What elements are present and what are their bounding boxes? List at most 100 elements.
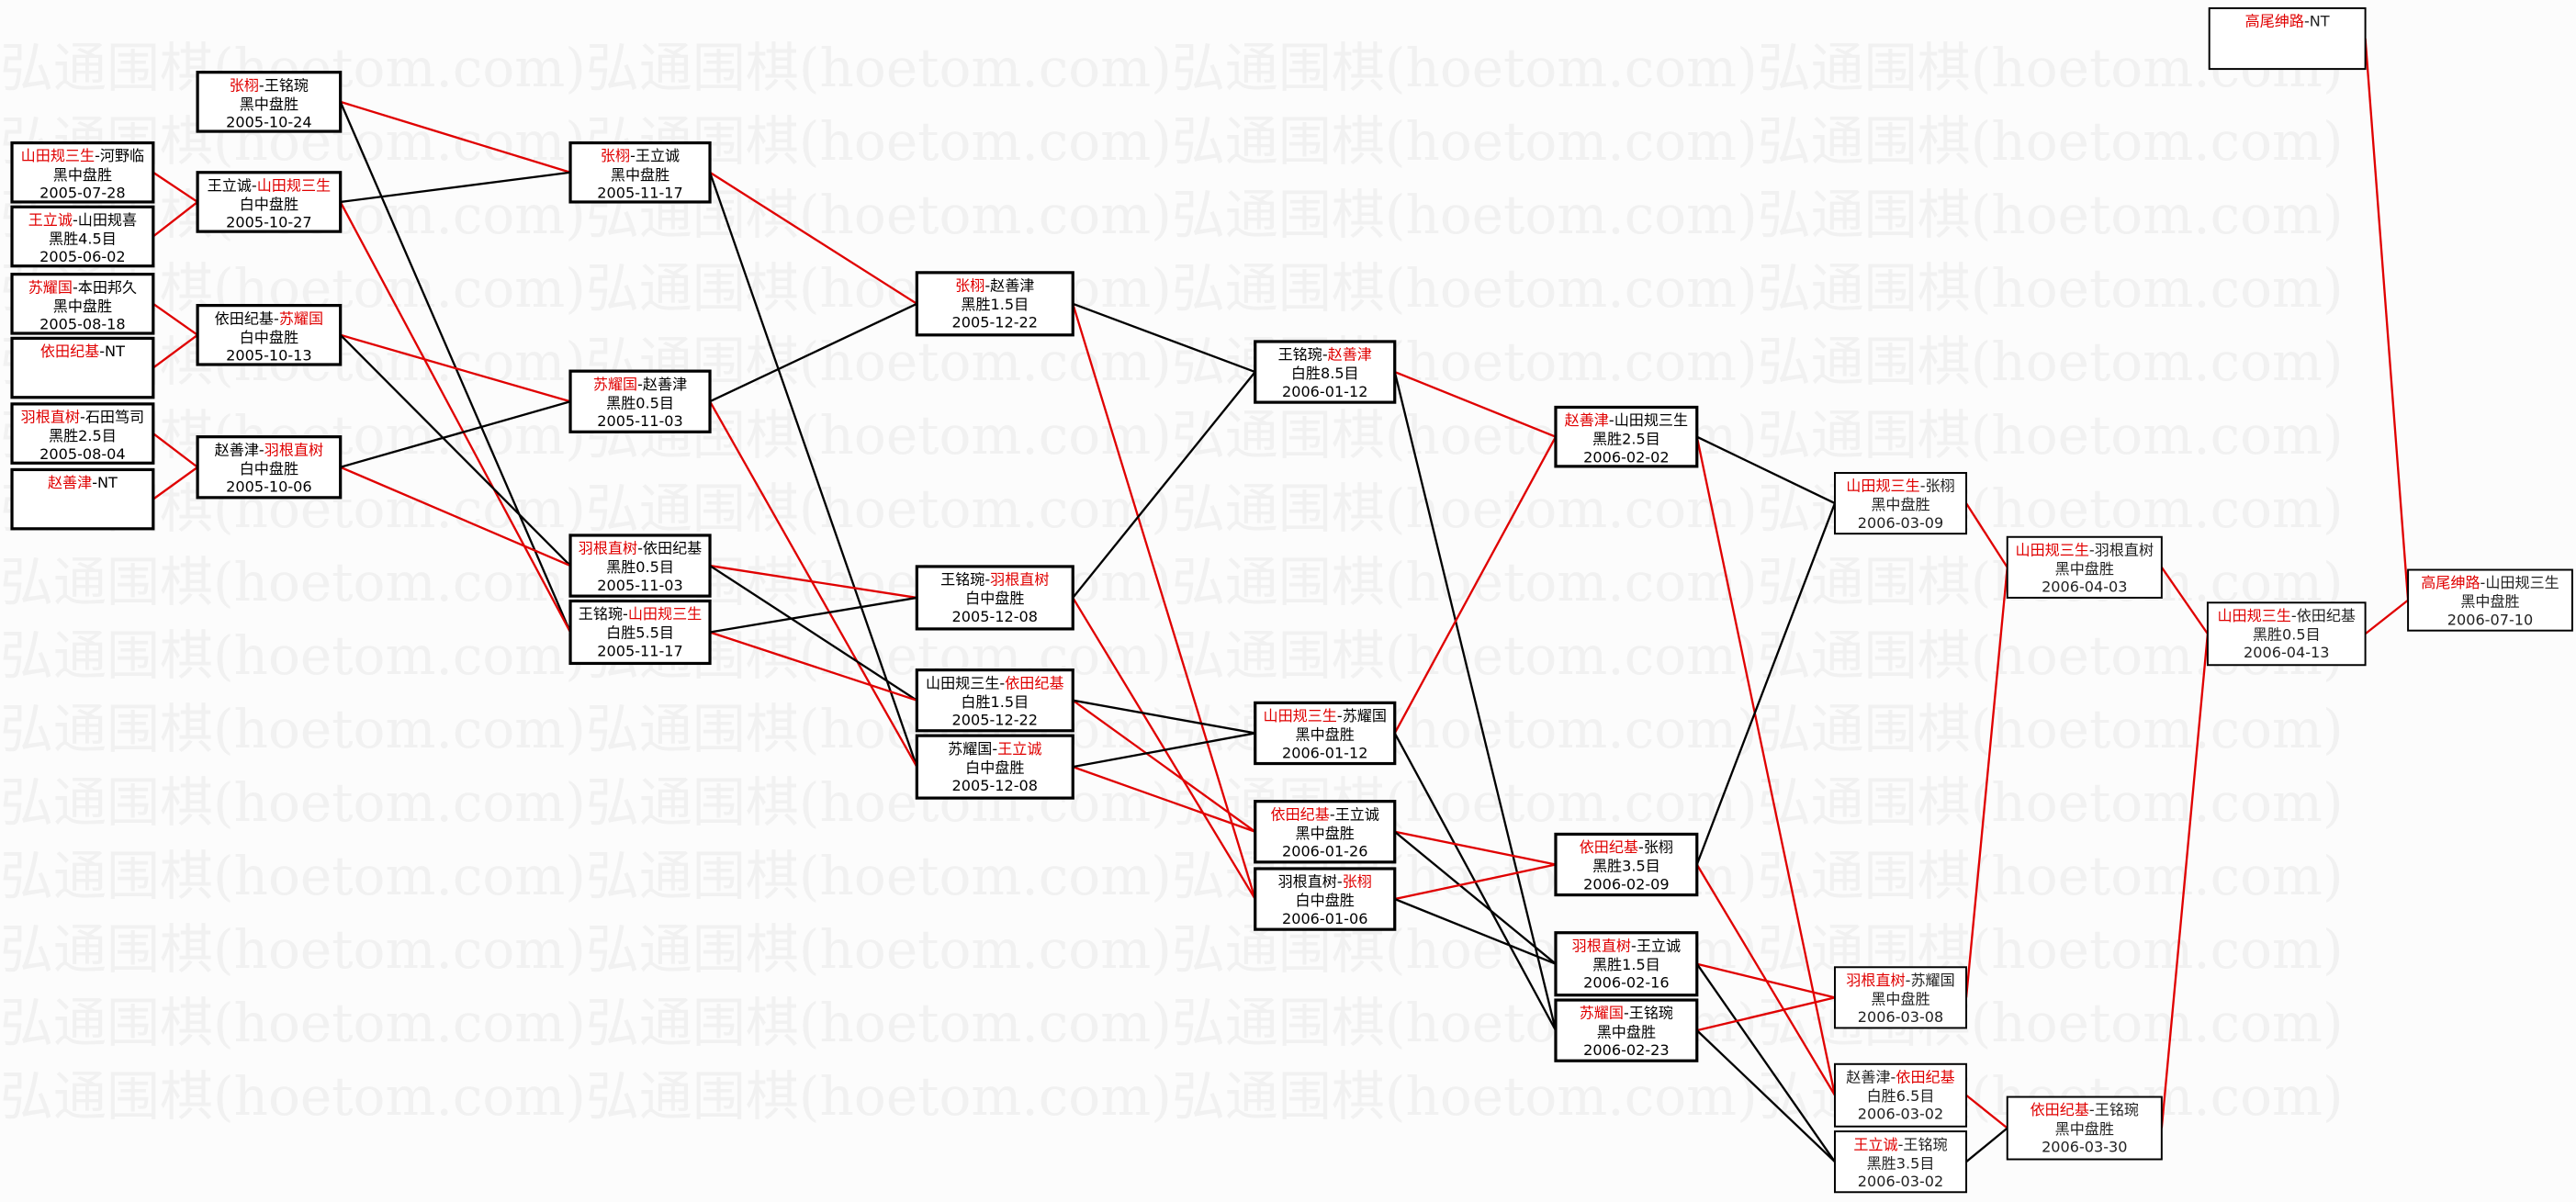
game-result: 黑胜0.5目 (606, 394, 674, 411)
white-player: 依田纪基 (1005, 674, 1063, 691)
separator: - (92, 474, 97, 491)
bracket-line-winner (1072, 303, 1256, 900)
black-player: 羽根直树 (1278, 873, 1337, 891)
bracket-line-winner (1072, 699, 1256, 833)
game-result: 白中盘胜 (240, 460, 298, 477)
game-players: 王铭琬-山田规三生 (579, 605, 702, 623)
game-boxes: 山田规三生-河野临黑中盘胜2005-07-28王立诚-山田规喜黑胜4.5目200… (10, 6, 2573, 1194)
game-result: 黑胜4.5目 (49, 230, 117, 248)
game-players: 苏耀国-王铭琬 (1580, 1005, 1673, 1022)
game-result: 黑中盘胜 (1871, 991, 1929, 1008)
game-date: 2005-12-08 (952, 608, 1038, 625)
white-player: NT (2310, 13, 2330, 30)
white-player: 王立诚 (1637, 937, 1681, 954)
bracket-line-winner (1394, 370, 1557, 438)
white-player: 山田规喜 (78, 211, 137, 229)
black-player: 张栩 (601, 147, 630, 164)
game-players: 依田纪基-王立诚 (1271, 805, 1379, 823)
game-players: 赵善津-NT (48, 474, 118, 491)
game-box[interactable]: 依田纪基-NT (10, 336, 155, 399)
game-box-border (1254, 800, 1397, 864)
white-player: 羽根直树 (2095, 541, 2154, 558)
game-date: 2006-04-03 (2042, 579, 2127, 596)
game-players: 依田纪基-王铭琬 (2030, 1101, 2139, 1118)
white-player: 山田规三生 (1614, 411, 1688, 429)
game-date: 2006-01-06 (1282, 910, 1367, 927)
bracket-line-loser (709, 565, 917, 702)
game-result: 黑中盘胜 (1296, 726, 1355, 744)
game-result: 黑胜3.5目 (1867, 1154, 1935, 1172)
game-date: 2005-10-06 (226, 478, 311, 496)
game-box-border (2208, 6, 2367, 71)
black-player: 羽根直树 (21, 409, 80, 426)
game-box[interactable]: 赵善津-NT (10, 467, 155, 531)
white-player: 王立诚 (997, 740, 1041, 758)
game-date: 2006-01-26 (1282, 843, 1367, 860)
separator: - (73, 211, 78, 229)
bracket-line-loser (340, 171, 571, 204)
game-result: 黑中盘胜 (1597, 1023, 1656, 1040)
bracket-line-winner (1393, 436, 1558, 735)
black-player: 张栩 (955, 277, 984, 295)
game-date: 2005-10-13 (226, 347, 311, 365)
game-players: 羽根直树-王立诚 (1572, 937, 1681, 954)
game-date: 2005-12-22 (952, 314, 1038, 331)
black-player: 王立诚 (1853, 1136, 1897, 1153)
game-players: 羽根直树-石田笃司 (21, 409, 144, 426)
black-player: 苏耀国 (593, 376, 637, 393)
separator: - (637, 540, 643, 557)
game-players: 依田纪基-苏耀国 (215, 309, 323, 327)
white-player: 河野临 (100, 147, 144, 164)
white-player: 山田规三生 (2485, 574, 2559, 591)
game-date: 2006-03-09 (1858, 514, 1943, 532)
game-box-border (10, 140, 155, 204)
game-box-border (1554, 931, 1699, 997)
bracket-line-winner (340, 466, 571, 567)
separator: - (1631, 937, 1637, 954)
separator: - (1898, 1136, 1904, 1153)
game-result: 黑中盘胜 (611, 166, 669, 184)
game-result: 黑中盘胜 (53, 166, 112, 184)
bracket-line-loser (1394, 897, 1557, 965)
game-date: 2006-02-23 (1583, 1041, 1669, 1059)
black-player: 赵善津 (215, 441, 259, 458)
game-box[interactable]: 高尾绅路-NT (2208, 6, 2367, 71)
black-player: 山田规三生 (1846, 477, 1919, 495)
game-result: 黑胜2.5目 (1592, 431, 1660, 448)
bracket-line-winner (709, 631, 917, 702)
game-box-border (1554, 998, 1699, 1062)
game-players: 山田规三生-张栩 (1846, 477, 1954, 495)
